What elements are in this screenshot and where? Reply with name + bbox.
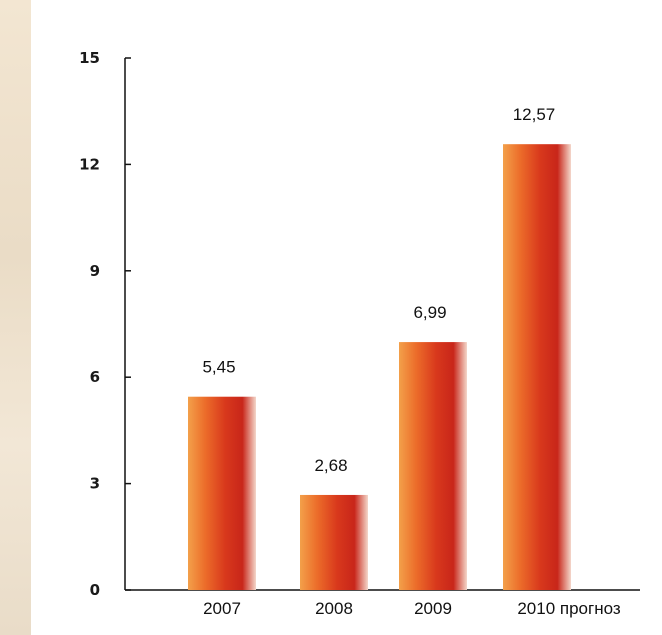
y-tick-label: 6 [90,368,100,386]
y-tick-label: 3 [90,475,100,493]
bar [300,494,368,590]
y-tick-label: 12 [79,155,100,173]
x-category-label: 2007 [203,599,241,618]
bar-value-label: 5,45 [202,358,235,377]
bar [399,342,467,590]
x-category-label: 2008 [315,599,353,618]
x-category-label: 2009 [414,599,452,618]
y-tick-label: 15 [79,49,100,67]
bar [503,144,571,590]
y-tick-label: 9 [90,262,100,280]
y-tick-label: 0 [90,581,100,599]
bar-value-label: 2,68 [314,456,347,475]
bar-value-label: 12,57 [513,105,556,124]
labels: 5,45 2007 2,68 2008 6,99 2009 12,57 2010 прогно… [202,105,620,618]
bars [188,144,571,590]
x-category-label: 2010 прогноз [517,599,621,618]
bar [188,396,256,590]
bar-value-label: 6,99 [413,303,446,322]
